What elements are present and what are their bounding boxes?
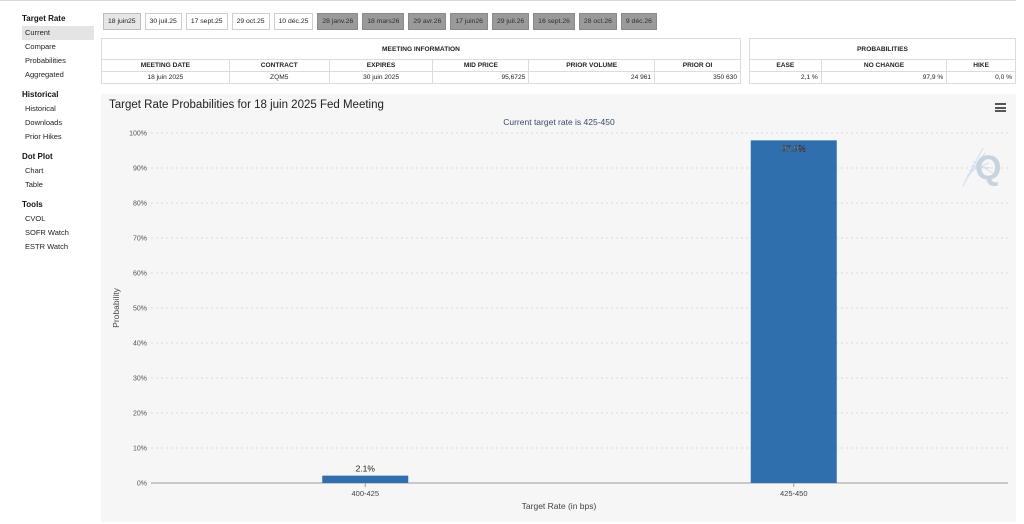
hike-value: 0,0 % bbox=[946, 71, 1016, 84]
meeting-date-tabs: 18 juin25 30 juil.25 17 sept.25 29 oct.25 10… bbox=[103, 13, 657, 30]
sidebar-item-downloads[interactable]: Downloads bbox=[25, 118, 63, 127]
col-no-change: NO CHANGE bbox=[820, 59, 948, 72]
prior-volume-value: 24 961 bbox=[528, 71, 656, 84]
tab-meeting-3[interactable]: 29 oct.25 bbox=[231, 13, 270, 30]
hamburger-menu-icon[interactable] bbox=[995, 103, 1006, 112]
y-tick-label: 50% bbox=[133, 306, 147, 313]
expires-value: 30 juin 2025 bbox=[328, 71, 434, 84]
col-contract: CONTRACT bbox=[228, 59, 330, 72]
probabilities-header: PROBABILITIES bbox=[749, 38, 1016, 60]
y-tick-label: 100% bbox=[129, 131, 147, 138]
tab-meeting-4[interactable]: 10 déc.25 bbox=[273, 13, 314, 30]
tab-meeting-7: 29 avr.26 bbox=[408, 13, 447, 30]
sidebar-item-estr-watch[interactable]: ESTR Watch bbox=[25, 242, 69, 251]
col-expires: EXPIRES bbox=[328, 59, 434, 72]
tab-meeting-11: 28 oct.26 bbox=[578, 13, 617, 30]
col-ease: EASE bbox=[749, 59, 822, 72]
y-tick-label: 70% bbox=[133, 236, 147, 243]
col-meeting-date: MEETING DATE bbox=[101, 59, 230, 72]
data-label: 97.9% bbox=[782, 143, 807, 153]
tab-meeting-10: 16 sept.26 bbox=[533, 13, 575, 30]
tab-meeting-0[interactable]: 18 juin25 bbox=[103, 13, 141, 30]
bar-425-450 bbox=[750, 140, 837, 483]
col-mid-price: MID PRICE bbox=[432, 59, 530, 72]
sidebar-item-cvol[interactable]: CVOL bbox=[25, 214, 46, 223]
y-tick-label: 60% bbox=[133, 271, 147, 278]
col-prior-oi: PRIOR OI bbox=[654, 59, 741, 72]
sidebar-item-sofr-watch[interactable]: SOFR Watch bbox=[25, 228, 69, 237]
tab-meeting-5: 28 janv.26 bbox=[317, 13, 359, 30]
y-tick-label: 80% bbox=[133, 201, 147, 208]
svg-text:Q: Q bbox=[975, 149, 1001, 187]
tab-meeting-2[interactable]: 17 sept.25 bbox=[185, 13, 228, 30]
chart-title: Target Rate Probabilities for 18 juin 20… bbox=[109, 99, 384, 111]
tab-meeting-6: 18 mars26 bbox=[362, 13, 405, 30]
col-prior-volume: PRIOR VOLUME bbox=[528, 59, 656, 72]
meeting-date-value: 18 juin 2025 bbox=[101, 71, 230, 84]
tab-meeting-9: 29 juil.26 bbox=[491, 13, 530, 30]
sidebar-item-table[interactable]: Table bbox=[25, 180, 43, 189]
sidebar-section-target-rate: Target Rate bbox=[22, 14, 66, 23]
section-gap bbox=[22, 192, 96, 200]
sidebar-nav: Target Rate Current Compare Probabilities Ag… bbox=[22, 14, 96, 254]
ease-value: 2,1 % bbox=[749, 71, 822, 84]
sidebar-item-historical[interactable]: Historical bbox=[25, 104, 56, 113]
sidebar-item-probabilities[interactable]: Probabilities bbox=[25, 56, 66, 65]
probabilities-table: PROBABILITIES EASE NO CHANGE HIKE 2,1 % … bbox=[749, 38, 1016, 84]
meeting-information-table: MEETING INFORMATION MEETING DATE CONTRAC… bbox=[101, 38, 741, 84]
section-gap bbox=[22, 82, 96, 90]
meeting-information-header: MEETING INFORMATION bbox=[101, 38, 741, 60]
sidebar-section-dot-plot: Dot Plot bbox=[22, 152, 53, 161]
q-logo-watermark-icon: Q bbox=[962, 147, 1001, 187]
sidebar-section-historical: Historical bbox=[22, 90, 59, 99]
chart-subtitle: Current target rate is 425-450 bbox=[503, 117, 615, 127]
sidebar-item-current[interactable]: Current bbox=[22, 26, 94, 40]
tab-meeting-1[interactable]: 30 juil.25 bbox=[144, 13, 182, 30]
tab-meeting-8: 17 juin26 bbox=[450, 13, 488, 30]
y-tick-label: 40% bbox=[133, 341, 147, 348]
x-axis-title: Target Rate (in bps) bbox=[522, 501, 597, 511]
y-tick-label: 0% bbox=[137, 481, 147, 488]
x-tick-label: 425-450 bbox=[780, 489, 808, 498]
table-row: 2,1 % 97,9 % 0,0 % bbox=[749, 71, 1016, 84]
sidebar-section-tools: Tools bbox=[22, 200, 43, 209]
sidebar-item-prior-hikes[interactable]: Prior Hikes bbox=[25, 132, 62, 141]
no-change-value: 97,9 % bbox=[820, 71, 948, 84]
bar-400-425 bbox=[322, 475, 409, 483]
y-tick-label: 10% bbox=[133, 446, 147, 453]
table-row: 18 juin 2025 ZQM5 30 juin 2025 95,6725 2… bbox=[101, 71, 741, 84]
prior-oi-value: 350 630 bbox=[654, 71, 741, 84]
y-tick-label: 90% bbox=[133, 166, 147, 173]
bar-chart: Current target rate is 425-450 0% 10% 20% 30… bbox=[111, 117, 1008, 511]
sidebar-item-chart[interactable]: Chart bbox=[25, 166, 44, 175]
x-tick-label: 400-425 bbox=[351, 489, 379, 498]
sidebar-item-aggregated[interactable]: Aggregated bbox=[25, 70, 64, 79]
section-gap bbox=[22, 144, 96, 152]
y-axis-title: Probability bbox=[111, 287, 121, 327]
col-hike: HIKE bbox=[946, 59, 1016, 72]
y-tick-label: 20% bbox=[133, 411, 147, 418]
y-tick-label: 30% bbox=[133, 376, 147, 383]
contract-value: ZQM5 bbox=[228, 71, 330, 84]
data-label: 2.1% bbox=[356, 464, 376, 474]
tab-meeting-12: 9 déc.26 bbox=[620, 13, 657, 30]
top-divider bbox=[0, 0, 1016, 1]
chart-panel: Target Rate Probabilities for 18 juin 20… bbox=[101, 94, 1016, 522]
mid-price-value: 95,6725 bbox=[432, 71, 530, 84]
sidebar-item-compare[interactable]: Compare bbox=[25, 42, 56, 51]
